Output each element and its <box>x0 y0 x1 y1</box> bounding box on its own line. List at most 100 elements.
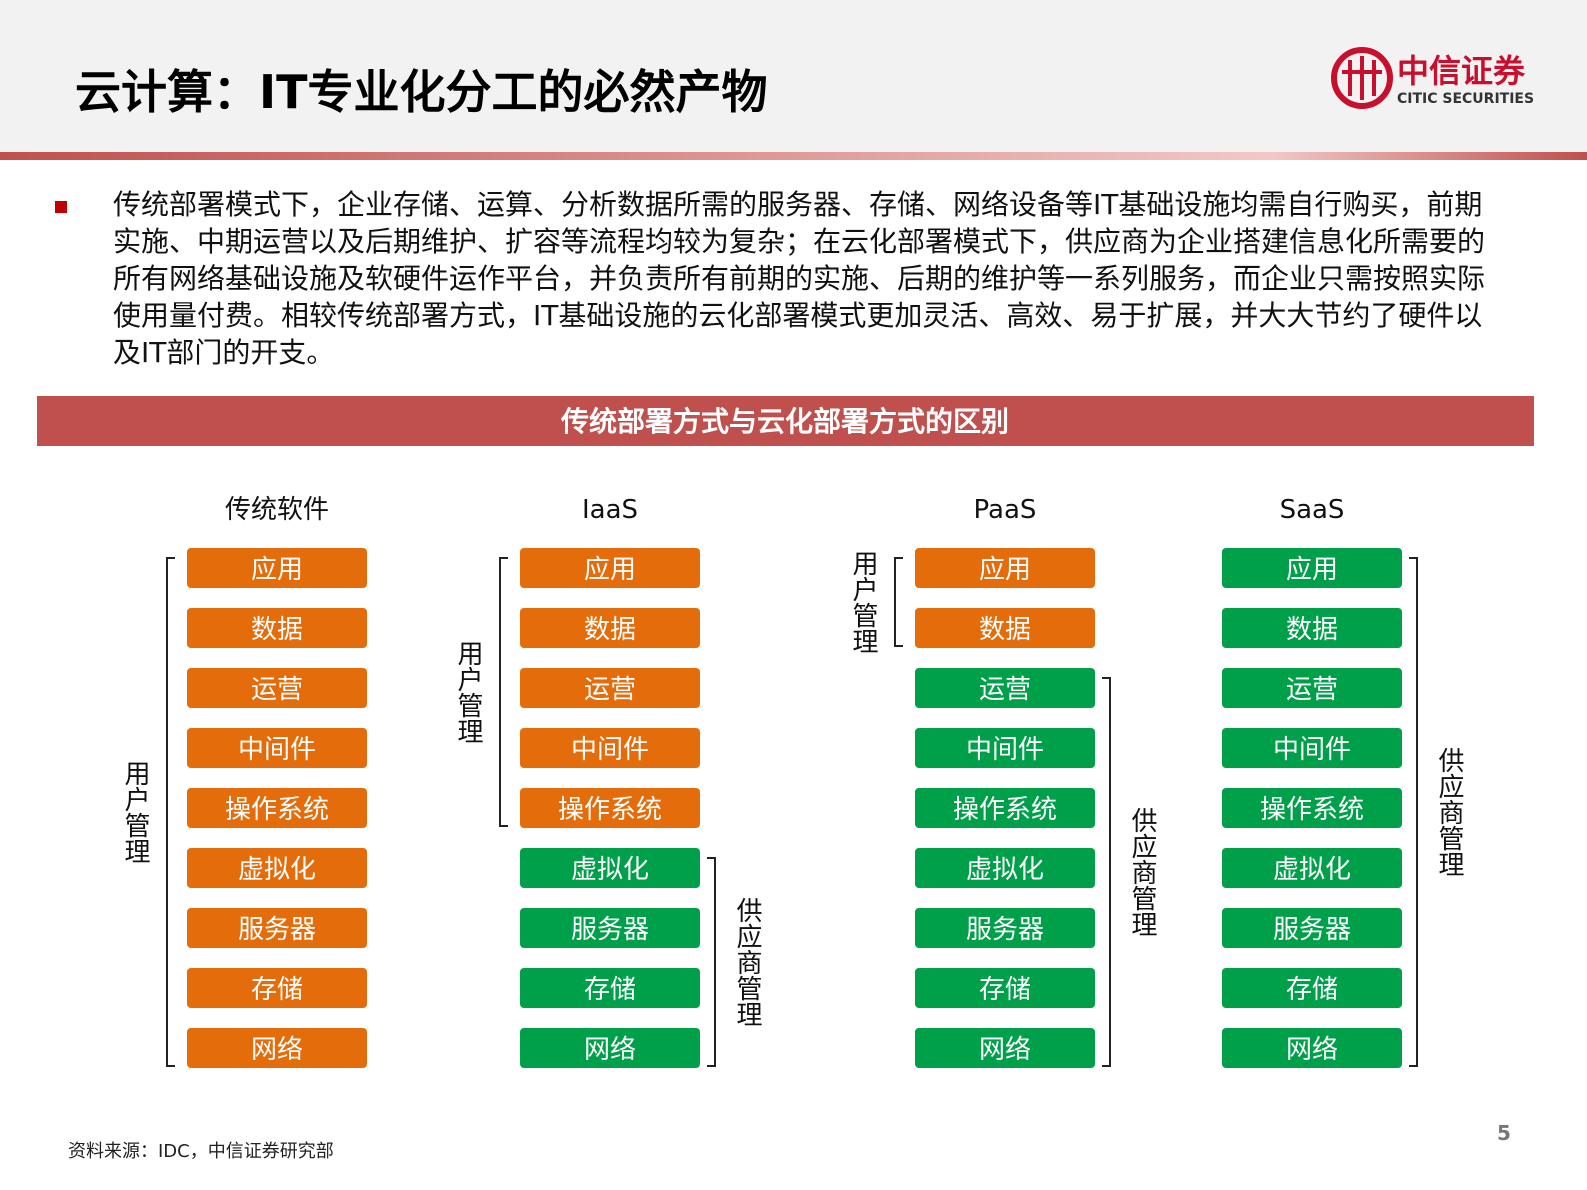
layer-box <box>187 908 367 948</box>
layer-label: 网络 <box>251 1035 303 1065</box>
layer-label: 服务器 <box>238 915 316 945</box>
title: 云计算：IT专业化分工的必然产物 <box>75 65 768 119</box>
layer-box <box>187 548 367 588</box>
group-label: 供应商管理 <box>732 897 762 1027</box>
layer-label: 中间件 <box>966 735 1044 765</box>
layer-box <box>1222 848 1402 888</box>
layer-box <box>915 548 1095 588</box>
layer-box <box>1222 608 1402 648</box>
layer-label: 应用 <box>1286 555 1338 585</box>
layer-label: 应用 <box>979 555 1031 585</box>
layer-label: 虚拟化 <box>238 855 316 885</box>
layer-box <box>915 848 1095 888</box>
layer-box <box>520 1028 700 1068</box>
layer-label: 中间件 <box>571 735 649 765</box>
layer-box <box>187 1028 367 1068</box>
bracket <box>894 557 903 647</box>
bracket <box>499 557 508 827</box>
layer-label: 应用 <box>584 555 636 585</box>
layer-box <box>187 848 367 888</box>
layer-box <box>915 728 1095 768</box>
column-title: IaaS <box>582 495 638 525</box>
group-label: 用户管理 <box>848 550 878 654</box>
layer-box <box>520 608 700 648</box>
layer-label: 虚拟化 <box>571 855 649 885</box>
layer-label: 网络 <box>979 1035 1031 1065</box>
layer-label: 操作系统 <box>558 795 662 825</box>
layer-label: 中间件 <box>238 735 316 765</box>
layer-label: 服务器 <box>1273 915 1351 945</box>
layer-box <box>915 968 1095 1008</box>
logo-en: CITIC SECURITIES <box>1397 91 1534 107</box>
layer-box <box>520 548 700 588</box>
layer-box <box>187 968 367 1008</box>
layer-label: 操作系统 <box>225 795 329 825</box>
layer-box <box>520 668 700 708</box>
logo-mark <box>1331 47 1393 109</box>
section-banner <box>37 396 1534 446</box>
layer-box <box>520 788 700 828</box>
layer-label: 数据 <box>979 615 1031 645</box>
layer-box <box>1222 668 1402 708</box>
layer-box <box>1222 788 1402 828</box>
layer-label: 应用 <box>251 555 303 585</box>
column-title: SaaS <box>1280 495 1345 525</box>
bullet-text: 传统部署模式下，企业存储、运算、分析数据所需的服务器、存储、网络设备等IT基础设… <box>113 188 1486 369</box>
group-label: 供应商管理 <box>1127 807 1157 937</box>
layer-box <box>1222 728 1402 768</box>
layer-label: 数据 <box>251 615 303 645</box>
layer-box <box>1222 968 1402 1008</box>
group-label: 用户管理 <box>453 640 483 744</box>
logo-mark <box>1342 56 1382 100</box>
layer-label: 操作系统 <box>953 795 1057 825</box>
source: 资料来源：IDC，中信证券研究部 <box>68 1141 334 1162</box>
layer-box <box>915 1028 1095 1068</box>
group-label: 供应商管理 <box>1434 747 1464 877</box>
layer-box <box>187 728 367 768</box>
layer-label: 运营 <box>251 675 303 705</box>
layer-label: 数据 <box>584 615 636 645</box>
layer-box <box>520 848 700 888</box>
layer-label: 存储 <box>251 975 303 1005</box>
layer-box <box>915 908 1095 948</box>
layer-label: 网络 <box>1286 1035 1338 1065</box>
layer-box <box>915 668 1095 708</box>
layer-box <box>1222 548 1402 588</box>
bracket <box>1409 557 1418 1067</box>
layer-box <box>915 788 1095 828</box>
layer-box <box>187 788 367 828</box>
layer-label: 数据 <box>1286 615 1338 645</box>
layer-label: 中间件 <box>1273 735 1351 765</box>
layer-label: 存储 <box>584 975 636 1005</box>
logo-cn: 中信证券 <box>1397 52 1526 90</box>
layer-box <box>520 968 700 1008</box>
layer-label: 网络 <box>584 1035 636 1065</box>
layer-box <box>1222 1028 1402 1068</box>
layer-box <box>520 908 700 948</box>
layer-label: 服务器 <box>966 915 1044 945</box>
layer-box <box>915 608 1095 648</box>
layer-box <box>187 608 367 648</box>
layer-box <box>1222 908 1402 948</box>
column-title: 传统软件 <box>225 495 329 525</box>
bracket <box>166 557 175 1067</box>
bracket <box>1102 677 1111 1067</box>
layer-label: 存储 <box>1286 975 1338 1005</box>
layer-label: 存储 <box>979 975 1031 1005</box>
bracket <box>707 857 716 1067</box>
bullet-mark <box>55 201 67 213</box>
layer-box <box>187 668 367 708</box>
group-label: 用户管理 <box>120 760 150 864</box>
page-number: 5 <box>1497 1121 1511 1145</box>
layer-box <box>520 728 700 768</box>
header-bg <box>0 0 1587 152</box>
layer-label: 虚拟化 <box>966 855 1044 885</box>
section-title: 传统部署方式与云化部署方式的区别 <box>560 405 1009 438</box>
column-title: PaaS <box>974 495 1037 525</box>
layer-label: 运营 <box>979 675 1031 705</box>
layer-label: 操作系统 <box>1260 795 1364 825</box>
layer-label: 运营 <box>584 675 636 705</box>
layer-label: 虚拟化 <box>1273 855 1351 885</box>
